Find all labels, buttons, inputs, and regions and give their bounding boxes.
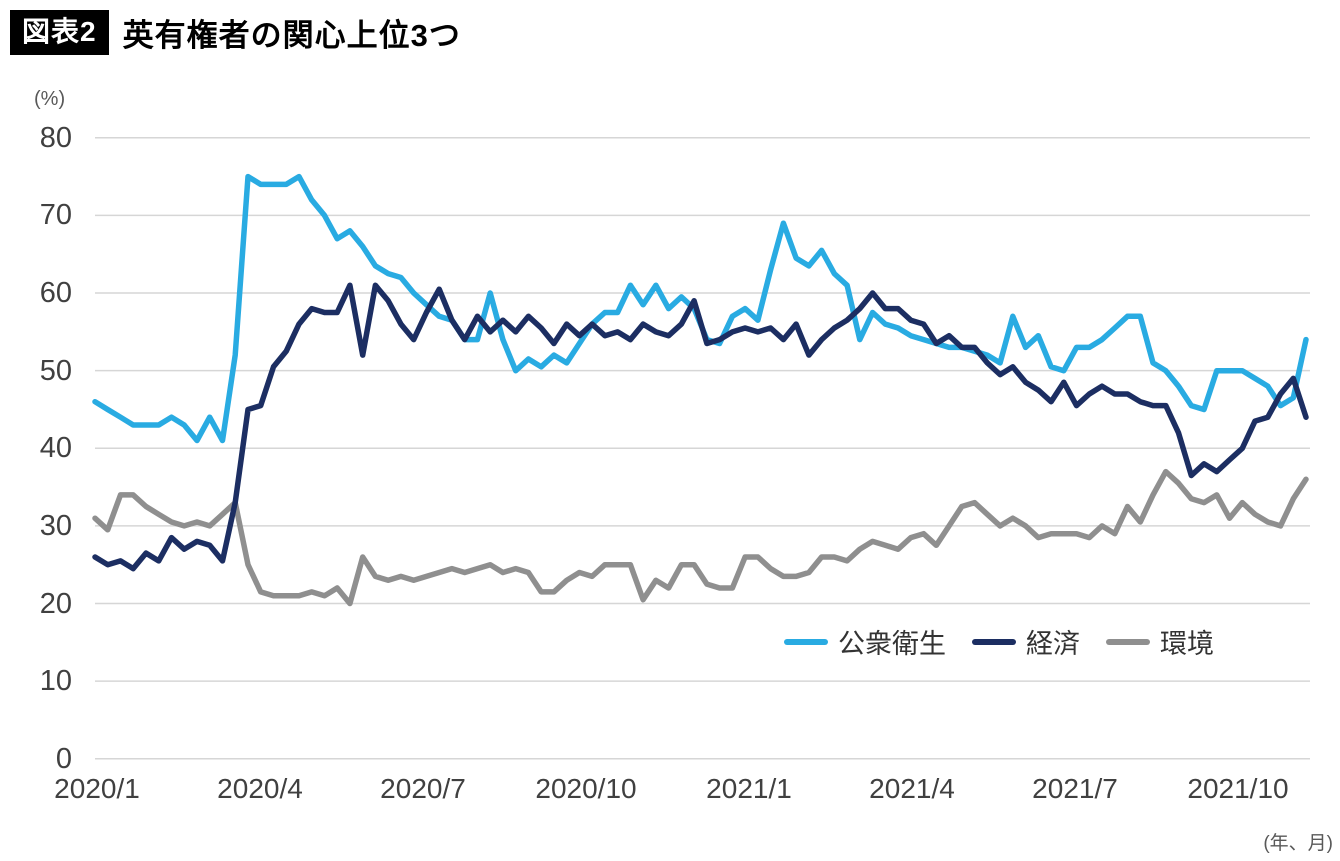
x-tick-label: 2020/4 — [217, 773, 303, 804]
legend-item-line-economy: 経済 — [972, 622, 1080, 661]
y-tick-label: 0 — [55, 742, 72, 775]
y-tick-label: 60 — [39, 277, 72, 310]
line-economy — [92, 282, 1309, 572]
line-public-health — [92, 173, 1309, 444]
chart-legend: 公衆衛生 経済 環境 — [784, 622, 1214, 661]
figure-tag: 図表2 — [10, 10, 109, 55]
y-tick-label: 50 — [39, 354, 72, 387]
x-axis-note: (年、月) — [1263, 833, 1333, 854]
y-tick-label: 80 — [39, 121, 72, 154]
y-tick-label: 40 — [39, 432, 72, 465]
x-tick-label: 2020/10 — [535, 773, 637, 804]
legend-swatch-line-environment — [1106, 638, 1150, 645]
line-environment — [92, 468, 1309, 607]
y-tick-label: 30 — [39, 509, 72, 542]
legend-label: 経済 — [1026, 629, 1080, 659]
y-tick-label: 20 — [39, 587, 72, 620]
legend-swatch-line-public-health — [784, 638, 828, 645]
legend-item-line-public-health: 公衆衛生 — [784, 622, 946, 661]
x-tick-label: 2021/7 — [1032, 773, 1118, 804]
legend-label: 公衆衛生 — [838, 629, 946, 659]
y-axis-unit-label: (%) — [34, 88, 66, 110]
x-tick-label: 2020/7 — [380, 773, 466, 804]
x-tick-label: 2021/10 — [1187, 773, 1289, 804]
legend-label: 環境 — [1160, 629, 1214, 659]
legend-swatch-line-economy — [972, 638, 1016, 645]
figure-title: 英有権者の関心上位3つ — [122, 18, 461, 53]
x-tick-label: 2021/4 — [869, 773, 955, 804]
y-tick-label: 10 — [39, 665, 72, 698]
figure-header: 図表2 英有権者の関心上位3つ — [10, 10, 461, 55]
legend-item-line-environment: 環境 — [1106, 622, 1214, 661]
x-tick-label: 2020/1 — [54, 773, 140, 804]
y-tick-label: 70 — [39, 199, 72, 232]
x-tick-label: 2021/1 — [706, 773, 792, 804]
